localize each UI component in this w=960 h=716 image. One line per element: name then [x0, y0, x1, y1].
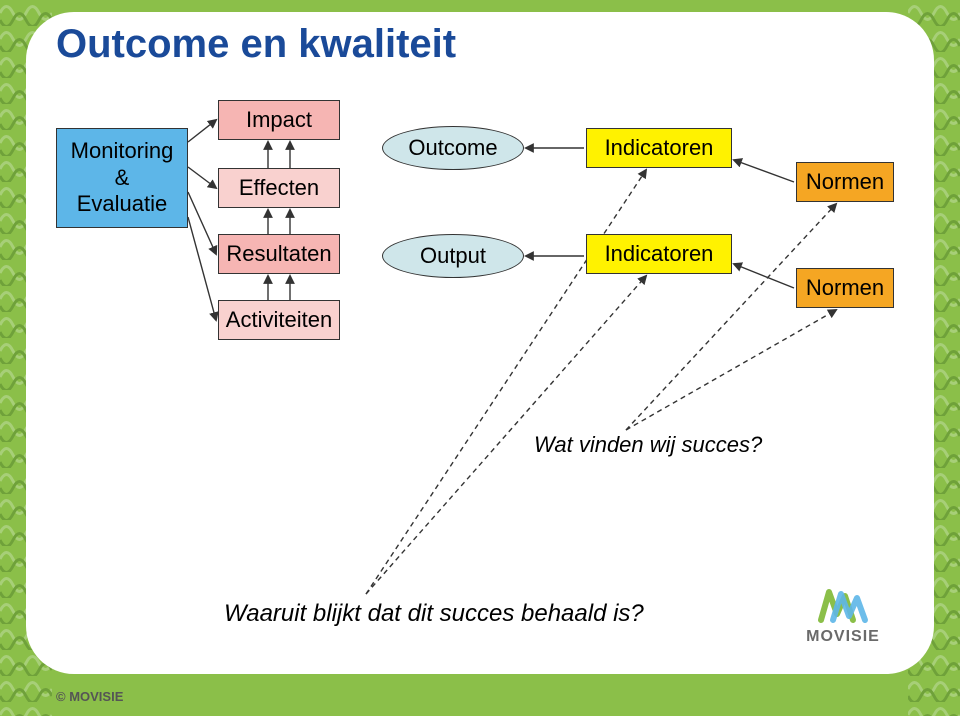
node-indicatoren-2: Indicatoren: [586, 234, 732, 274]
node-norm2-label: Normen: [806, 275, 884, 301]
node-indicatoren-1: Indicatoren: [586, 128, 732, 168]
node-monitoring: Monitoring & Evaluatie: [56, 128, 188, 228]
movisie-logo-mark: [811, 584, 875, 626]
movisie-logo-text: MOVISIE: [778, 628, 908, 646]
node-normen-2: Normen: [796, 268, 894, 308]
question-succes: Wat vinden wij succes?: [534, 432, 762, 458]
node-outcome-label: Outcome: [408, 135, 497, 161]
node-resultaten: Resultaten: [218, 234, 340, 274]
diagram-area: Monitoring & Evaluatie Impact Effecten R…: [26, 12, 934, 674]
node-outcome: Outcome: [382, 126, 524, 170]
node-activiteiten: Activiteiten: [218, 300, 340, 340]
footer-copyright: © MOVISIE: [56, 689, 123, 704]
node-indic1-label: Indicatoren: [605, 135, 714, 161]
node-resultaten-label: Resultaten: [226, 241, 331, 267]
node-normen-1: Normen: [796, 162, 894, 202]
node-effecten: Effecten: [218, 168, 340, 208]
node-effecten-label: Effecten: [239, 175, 319, 201]
node-output: Output: [382, 234, 524, 278]
movisie-logo: MOVISIE: [778, 576, 908, 646]
node-monitoring-label: Monitoring & Evaluatie: [71, 138, 174, 217]
node-output-label: Output: [420, 243, 486, 269]
node-impact-label: Impact: [246, 107, 312, 133]
node-indic2-label: Indicatoren: [605, 241, 714, 267]
node-activiteiten-label: Activiteiten: [226, 307, 332, 333]
node-impact: Impact: [218, 100, 340, 140]
node-norm1-label: Normen: [806, 169, 884, 195]
question-waaruit: Waaruit blijkt dat dit succes behaald is…: [224, 600, 644, 628]
connectors-svg: [26, 12, 934, 674]
